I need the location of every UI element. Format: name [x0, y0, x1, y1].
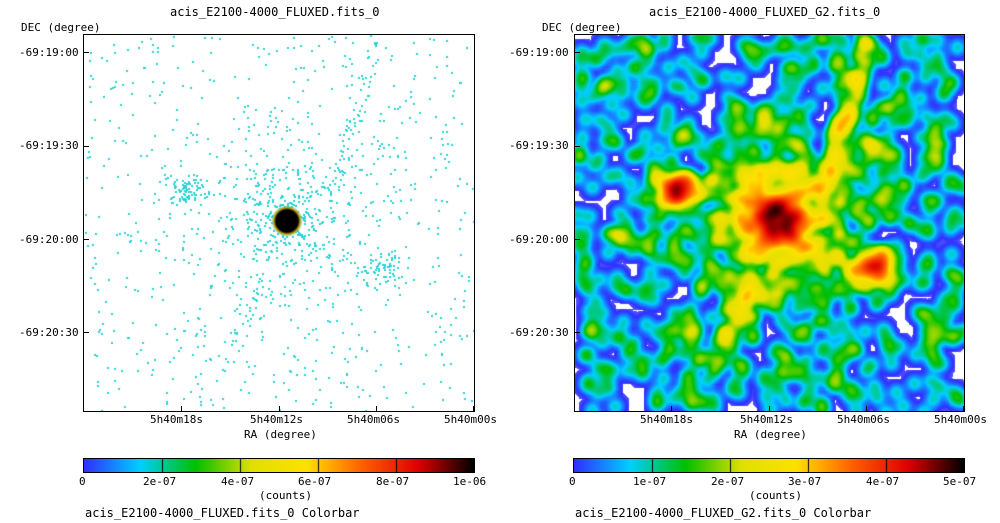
colorbar-tick-label: 8e-07 [376, 475, 410, 488]
y-tick [83, 332, 89, 333]
y-tick [574, 332, 580, 333]
colorbar-caption: acis_E2100-4000_FLUXED_G2.fits_0 Colorba… [575, 506, 872, 520]
y-tick-label: -69:19:00 [509, 46, 569, 59]
y-axis-label: DEC (degree) [21, 21, 101, 34]
x-tick-label: 5h40m12s [740, 413, 793, 426]
x-axis-label: RA (degree) [244, 428, 317, 441]
colorbar-tick-label: 1e-07 [633, 475, 667, 488]
y-tick [574, 52, 580, 53]
x-tick [376, 406, 377, 412]
colorbar-tick-label: 2e-07 [143, 475, 177, 488]
colorbar-tick-label: 5e-07 [943, 475, 977, 488]
colorbar-caption: acis_E2100-4000_FLUXED.fits_0 Colorbar [85, 506, 360, 520]
y-tick-label: -69:19:30 [19, 139, 79, 152]
y-tick [574, 146, 580, 147]
x-tick [866, 406, 867, 412]
x-tick [671, 406, 672, 412]
colorbar-tick-label: 2e-07 [711, 475, 745, 488]
y-tick [83, 146, 89, 147]
x-tick [279, 406, 280, 412]
colorbar-unit-label: (counts) [259, 489, 312, 502]
colorbar-tick-label: 4e-07 [221, 475, 255, 488]
colorbar[interactable] [573, 458, 965, 473]
image-frame[interactable] [83, 34, 475, 412]
y-tick [83, 52, 89, 53]
y-tick [83, 239, 89, 240]
y-tick-label: -69:20:30 [509, 326, 569, 339]
colorbar-tick-label: 6e-07 [298, 475, 332, 488]
x-tick-label: 5h40m18s [640, 413, 693, 426]
x-tick-label: 5h40m00s [444, 413, 497, 426]
x-tick-label: 5h40m00s [934, 413, 987, 426]
fits-image[interactable] [84, 35, 474, 411]
x-tick-label: 5h40m18s [150, 413, 203, 426]
left-image-panel: acis_E2100-4000_FLUXED.fits_0 DEC (degre… [19, 5, 497, 520]
x-tick-label: 5h40m12s [250, 413, 303, 426]
colorbar[interactable] [83, 458, 475, 473]
y-tick-label: -69:20:30 [19, 326, 79, 339]
colorbar-tick-label: 0 [569, 475, 576, 488]
right-image-panel: acis_E2100-4000_FLUXED_G2.fits_0 DEC (de… [490, 0, 990, 523]
colorbar-tick-label: 4e-07 [866, 475, 900, 488]
y-tick [574, 239, 580, 240]
x-tick [473, 406, 474, 412]
x-tick-label: 5h40m06s [347, 413, 400, 426]
image-frame[interactable] [574, 34, 965, 412]
x-tick [769, 406, 770, 412]
y-tick-label: -69:20:00 [509, 233, 569, 246]
y-axis-label: DEC (degree) [542, 21, 622, 34]
y-tick-label: -69:19:00 [19, 46, 79, 59]
plot-title: acis_E2100-4000_FLUXED_G2.fits_0 [649, 5, 881, 19]
y-tick-label: -69:20:00 [19, 233, 79, 246]
colorbar-gradient [84, 459, 474, 472]
x-axis-label: RA (degree) [734, 428, 807, 441]
colorbar-gradient [574, 459, 964, 472]
x-tick [181, 406, 182, 412]
colorbar-tick-label: 1e-06 [453, 475, 487, 488]
x-tick [963, 406, 964, 412]
y-tick-label: -69:19:30 [509, 139, 569, 152]
colorbar-tick-label: 3e-07 [788, 475, 822, 488]
colorbar-unit-label: (counts) [749, 489, 802, 502]
plot-title: acis_E2100-4000_FLUXED.fits_0 [170, 5, 380, 19]
colorbar-tick-label: 0 [79, 475, 86, 488]
fits-image[interactable] [575, 35, 964, 411]
x-tick-label: 5h40m06s [837, 413, 890, 426]
